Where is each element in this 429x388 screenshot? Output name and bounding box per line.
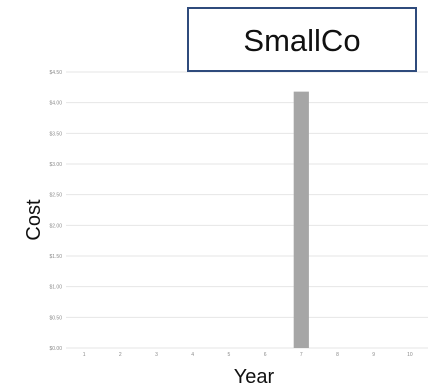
x-tick-label: 5 [228, 352, 231, 358]
x-tick-label: 8 [336, 352, 339, 358]
bar [293, 91, 309, 349]
x-tick-label: 2 [119, 352, 122, 358]
x-tick-label: 4 [191, 352, 194, 358]
y-tick-label: $1.00 [49, 285, 62, 291]
y-tick-label: $0.50 [49, 315, 62, 321]
bars [293, 91, 309, 349]
y-tick-label: $1.50 [49, 254, 62, 260]
y-tick-label: $0.00 [49, 346, 62, 352]
y-tick-label: $2.50 [49, 193, 62, 199]
y-tick-label: $3.50 [49, 131, 62, 137]
gridlines [66, 71, 428, 349]
x-tick-label: 7 [300, 352, 303, 358]
x-tick-label: 3 [155, 352, 158, 358]
x-axis-tick-labels: 1 2 3 4 5 6 7 8 9 10 [83, 352, 413, 358]
x-tick-label: 10 [407, 352, 413, 358]
x-axis-title: Year [234, 366, 275, 388]
y-tick-label: $2.00 [49, 223, 62, 229]
y-tick-label: $3.00 [49, 162, 62, 168]
y-tick-label: $4.00 [49, 101, 62, 107]
x-tick-label: 9 [372, 352, 375, 358]
y-axis-tick-labels: $0.00 $0.50 $1.00 $1.50 $2.00 $2.50 $3.00 $3.50… [49, 70, 62, 352]
title-box: SmallCo [187, 7, 417, 72]
title-box-border [187, 7, 417, 72]
y-axis-title: Cost [23, 199, 45, 241]
chart-title: SmallCo [243, 23, 360, 58]
x-tick-label: 1 [83, 352, 86, 358]
x-tick-label: 6 [264, 352, 267, 358]
y-tick-label: $4.50 [49, 70, 62, 76]
